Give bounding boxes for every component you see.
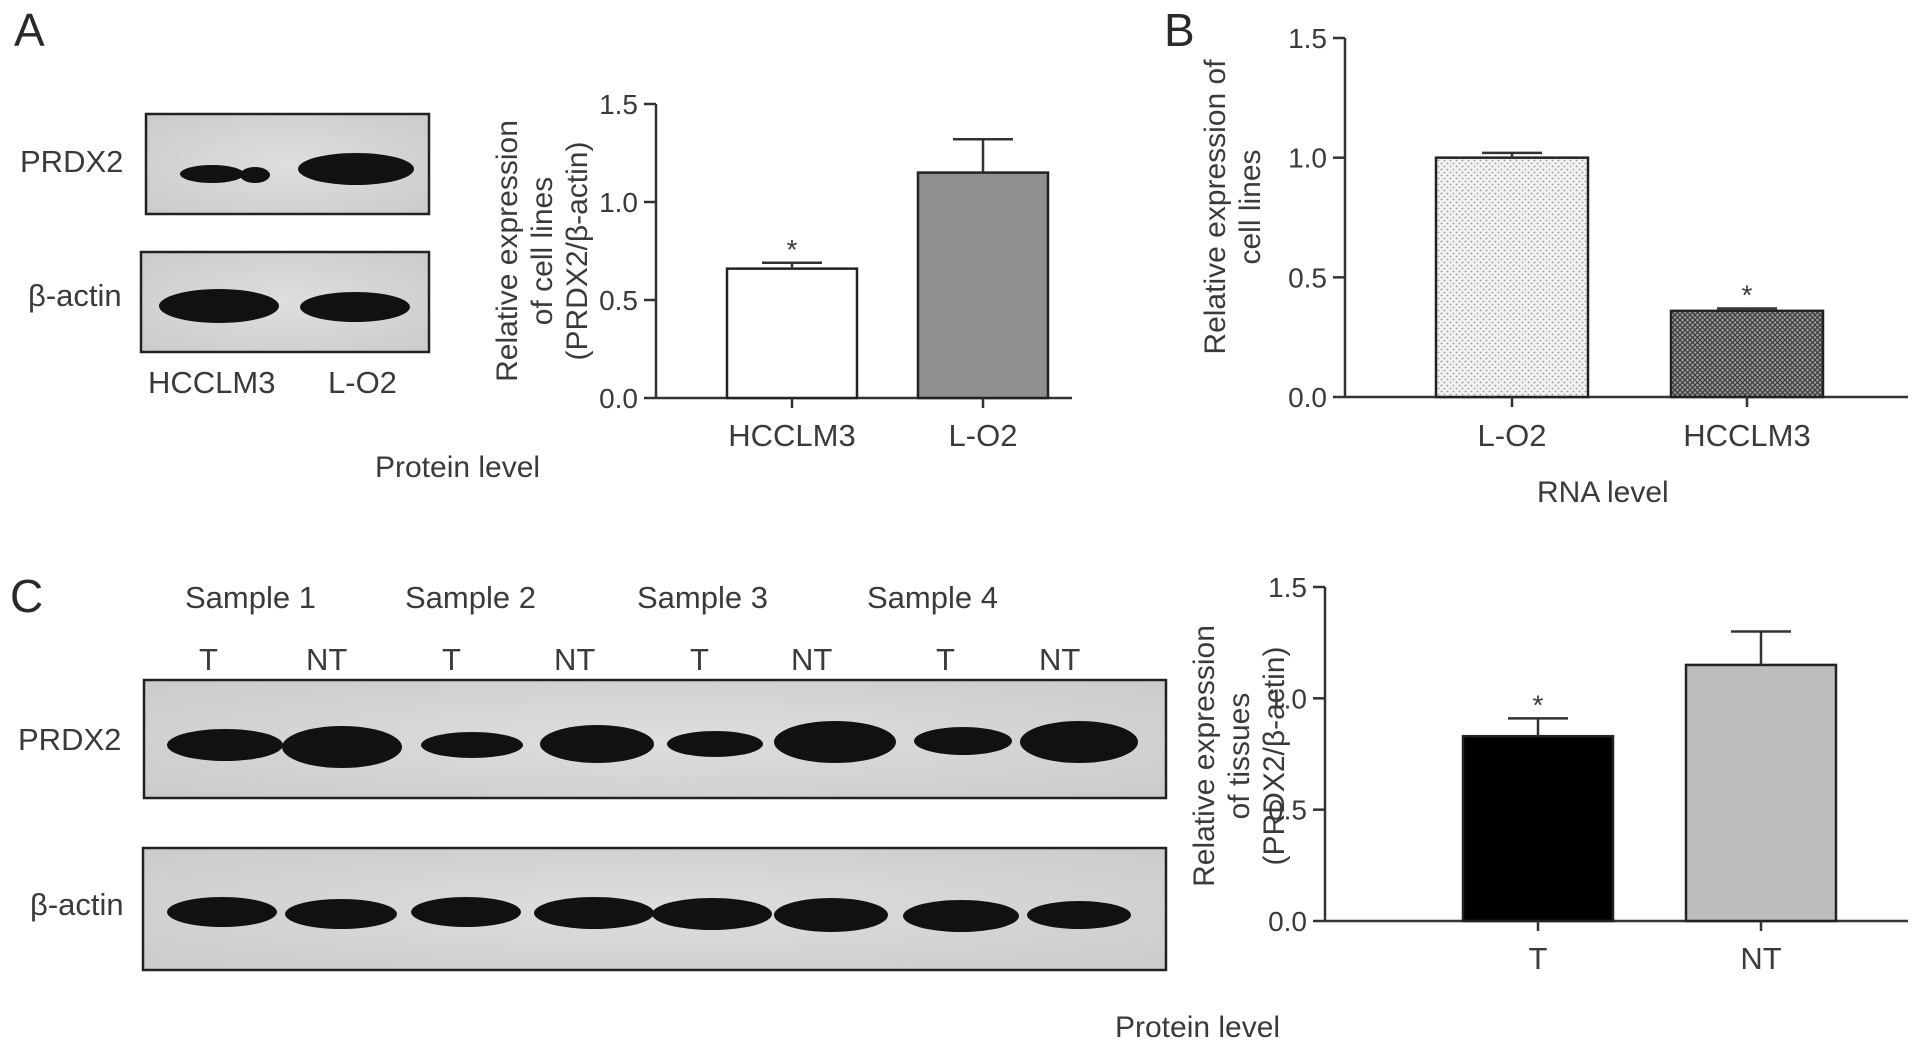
blot-band bbox=[167, 729, 283, 761]
y-tick-label: 1.5 bbox=[1268, 572, 1307, 603]
blot-a-row-label-prdx2: PRDX2 bbox=[20, 144, 123, 179]
blot-band bbox=[652, 898, 772, 930]
y-axis-title-line: Relative expression bbox=[1188, 625, 1221, 887]
blot-band bbox=[159, 289, 279, 323]
y-axis-title-line: (PRDX2/β-actin) bbox=[561, 142, 594, 361]
blot-band bbox=[285, 899, 397, 929]
y-axis-title-line: (PRDX2/β-actin) bbox=[1258, 647, 1291, 866]
x-tick-label: L-O2 bbox=[1478, 418, 1547, 453]
panel-letter-b: B bbox=[1164, 4, 1195, 56]
significance-marker: * bbox=[1533, 689, 1544, 720]
x-tick-label: HCCLM3 bbox=[728, 418, 855, 453]
blot-a-row-label-bactin: β-actin bbox=[28, 278, 122, 313]
blot-band bbox=[914, 727, 1012, 755]
bar bbox=[1669, 309, 1825, 399]
bar bbox=[1461, 734, 1615, 923]
y-tick-label: 0.5 bbox=[1268, 795, 1307, 826]
panel-b-caption: RNA level bbox=[1537, 476, 1669, 509]
y-tick-label: 0.0 bbox=[599, 383, 638, 414]
blot-c-sample-2: Sample 2 bbox=[405, 580, 536, 615]
blot-c-lane-label: NT bbox=[791, 642, 832, 677]
blot-c-lane-label: T bbox=[690, 642, 709, 677]
blot-c-lane-label: NT bbox=[554, 642, 595, 677]
blot-band bbox=[774, 898, 888, 932]
significance-marker: * bbox=[787, 234, 798, 265]
chart-a: 0.0 0.5 1.0 1.5 Relative expression of cell l… bbox=[491, 89, 1072, 453]
bar bbox=[1434, 156, 1590, 399]
blot-c-lane-label: NT bbox=[1039, 642, 1080, 677]
blot-band bbox=[540, 725, 654, 763]
blot-c-lane-label: T bbox=[199, 642, 218, 677]
blot-band bbox=[774, 721, 896, 763]
panel-c-caption: Protein level bbox=[1115, 1011, 1280, 1044]
blot-band bbox=[1027, 901, 1131, 929]
blot-band bbox=[1020, 721, 1138, 763]
y-tick-label: 0.0 bbox=[1268, 906, 1307, 937]
blot-band bbox=[282, 726, 402, 768]
blot-c-row-label-bactin: β-actin bbox=[30, 887, 124, 922]
blot-c-sample-1: Sample 1 bbox=[185, 580, 316, 615]
blot-c-lane-label: T bbox=[936, 642, 955, 677]
x-tick-label: T bbox=[1529, 941, 1548, 976]
x-tick-label: L-O2 bbox=[949, 418, 1018, 453]
blot-band bbox=[903, 900, 1019, 932]
blot-a-lane-lo2: L-O2 bbox=[328, 365, 397, 400]
blot-band bbox=[421, 732, 523, 758]
blot-c-row-label-prdx2: PRDX2 bbox=[18, 722, 121, 757]
y-tick-label: 1.0 bbox=[1288, 143, 1327, 174]
blot-band bbox=[667, 731, 763, 757]
blot-c-lane-label: NT bbox=[306, 642, 347, 677]
blot-c-sample-3: Sample 3 bbox=[637, 580, 768, 615]
blot-band bbox=[534, 897, 654, 929]
significance-marker: * bbox=[1742, 279, 1753, 310]
y-tick-label: 1.0 bbox=[599, 187, 638, 218]
y-axis-title-line: of tissues bbox=[1223, 693, 1256, 820]
chart-c: 0.0 0.5 1.0 1.5 Relative expression of tissue… bbox=[1188, 572, 1908, 976]
panel-c-blot: Sample 1 Sample 2 Sample 3 Sample 4 T NT… bbox=[18, 580, 1168, 972]
y-tick-label: 0.5 bbox=[599, 285, 638, 316]
y-axis-title-line: Relative expression of bbox=[1199, 59, 1232, 355]
bar bbox=[916, 171, 1050, 400]
panel-a-caption: Protein level bbox=[375, 451, 540, 484]
panel-letter-c: C bbox=[10, 570, 43, 622]
y-tick-label: 0.5 bbox=[1288, 262, 1327, 293]
blot-a-lane-hcclm3: HCCLM3 bbox=[148, 365, 275, 400]
blot-band bbox=[298, 153, 414, 185]
y-tick-label: 1.5 bbox=[1288, 23, 1327, 54]
blot-band bbox=[167, 897, 277, 927]
x-tick-label: HCCLM3 bbox=[1683, 418, 1810, 453]
y-tick-label: 0.0 bbox=[1288, 382, 1327, 413]
x-tick-label: NT bbox=[1740, 941, 1781, 976]
blot-band bbox=[300, 292, 410, 322]
bar bbox=[1684, 663, 1838, 923]
y-axis-title-line: Relative expression bbox=[491, 120, 524, 382]
y-tick-label: 1.0 bbox=[1268, 683, 1307, 714]
panel-a-blot: PRDX2 β-actin HCCLM3 L-O2 bbox=[20, 112, 431, 400]
y-axis-title-line: cell lines bbox=[1234, 149, 1267, 264]
y-axis-title-line: of cell lines bbox=[526, 177, 559, 325]
blot-c-sample-4: Sample 4 bbox=[867, 580, 998, 615]
chart-b: 0.0 0.5 1.0 1.5 Relative expression of cell l… bbox=[1199, 23, 1908, 453]
blot-band bbox=[411, 897, 521, 927]
blot-c-lane-label: T bbox=[442, 642, 461, 677]
blot-band bbox=[240, 167, 270, 183]
y-tick-label: 1.5 bbox=[599, 89, 638, 120]
panel-letter-a: A bbox=[14, 4, 45, 56]
blot-band bbox=[180, 165, 244, 183]
bar bbox=[725, 267, 859, 400]
